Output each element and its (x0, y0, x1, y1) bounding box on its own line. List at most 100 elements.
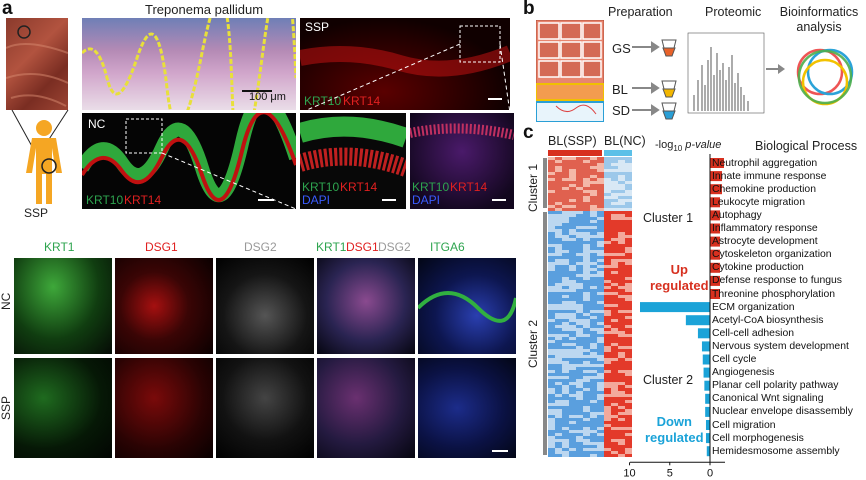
heatmap-cell (611, 262, 618, 265)
header-itga6: ITGA6 (430, 240, 465, 254)
heatmap-cell (597, 403, 604, 406)
header-merge-dsg1: DSG1 (346, 240, 379, 254)
down-bar (705, 433, 710, 444)
heatmap-cell (576, 280, 583, 283)
heatmap-cell (590, 253, 597, 256)
heatmap-cell (576, 244, 583, 247)
heatmap-cell (604, 283, 611, 286)
heatmap-cell (576, 370, 583, 373)
heatmap-cell (555, 259, 562, 262)
heatmap-cell (569, 400, 576, 403)
heatmap-cell (562, 274, 569, 277)
cluster1-bar (543, 158, 547, 208)
heatmap-cell (604, 337, 611, 340)
heatmap-cell (569, 385, 576, 388)
heatmap-cell (569, 415, 576, 418)
heatmap-cell (555, 316, 562, 319)
heatmap-cell (590, 304, 597, 307)
heatmap-cell (597, 316, 604, 319)
heatmap-cell (625, 229, 632, 232)
heatmap-cell (590, 355, 597, 358)
heatmap-cell (625, 319, 632, 322)
heatmap-cell (562, 406, 569, 409)
heatmap-cell (576, 202, 583, 205)
process-label: Nervous system development (712, 340, 849, 352)
heatmap-cell (597, 283, 604, 286)
heatmap-cell (611, 178, 618, 181)
heatmap-cell (604, 157, 611, 160)
nc-krt14-label: KRT14 (124, 193, 162, 207)
heatmap-cell (548, 412, 555, 415)
heatmap-cell (569, 424, 576, 427)
heatmap-cell (562, 388, 569, 391)
heatmap-cell (604, 316, 611, 319)
heatmap-cell (618, 328, 625, 331)
heatmap-cell (611, 412, 618, 415)
heatmap-cell (583, 184, 590, 187)
ssp-dsg2-image (216, 358, 314, 458)
axis-title-sub: 10 (673, 144, 683, 154)
heatmap-cell (590, 373, 597, 376)
heatmap-cell (604, 427, 611, 430)
heatmap-cell (548, 331, 555, 334)
heatmap-cell (590, 376, 597, 379)
sample-bl: BL (612, 82, 628, 97)
heatmap-cell (597, 166, 604, 169)
heatmap-cell (611, 403, 618, 406)
heatmap-cell (604, 229, 611, 232)
heatmap-cell (576, 415, 583, 418)
heatmap-cell (576, 232, 583, 235)
heatmap-cell (625, 310, 632, 313)
heatmap-cell (618, 376, 625, 379)
heatmap-cell (562, 301, 569, 304)
heatmap-cell (576, 253, 583, 256)
heatmap-cell (604, 373, 611, 376)
heatmap-cell (562, 325, 569, 328)
ssp-closeup-image (410, 113, 514, 209)
heatmap-cell (548, 343, 555, 346)
heatmap-cell (618, 226, 625, 229)
heatmap-cell (625, 295, 632, 298)
heatmap-cell (562, 244, 569, 247)
heatmap-cell (576, 382, 583, 385)
process-label: Astrocyte development (712, 236, 818, 248)
heatmap-cell (569, 223, 576, 226)
heatmap-cell (618, 337, 625, 340)
tissue-photo (6, 18, 68, 110)
heatmap-cell (611, 202, 618, 205)
heatmap-cell (548, 193, 555, 196)
heatmap-cell (625, 406, 632, 409)
heatmap-cell (548, 217, 555, 220)
heatmap-cell (625, 400, 632, 403)
heatmap-cell (569, 298, 576, 301)
heatmap-cell (611, 373, 618, 376)
heatmap-cell (625, 412, 632, 415)
heatmap-cell (604, 448, 611, 451)
heatmap-cell (590, 196, 597, 199)
ssp-krt1-image (14, 358, 112, 458)
nc-itga6-image (418, 258, 516, 354)
down-bar (705, 420, 710, 430)
heatmap-cell (625, 202, 632, 205)
heatmap-cell (590, 427, 597, 430)
heatmap-cell (618, 292, 625, 295)
heatmap-cell (583, 334, 590, 337)
heatmap-cell (618, 364, 625, 367)
heatmap-cell (590, 259, 597, 262)
heatmap-cell (548, 394, 555, 397)
heatmap-cell (590, 247, 597, 250)
heatmap-cell (562, 253, 569, 256)
heatmap-cell (548, 229, 555, 232)
heatmap-cell (611, 451, 618, 454)
heatmap-cell (611, 430, 618, 433)
heatmap-cell (569, 301, 576, 304)
down-bar (706, 446, 710, 457)
heatmap-cell (583, 208, 590, 211)
heatmap-cell (625, 169, 632, 172)
header-krt1: KRT1 (44, 240, 75, 254)
heatmap-cell (611, 250, 618, 253)
heatmap-cell (590, 157, 597, 160)
heatmap-cell (583, 430, 590, 433)
heatmap-cell (576, 367, 583, 370)
ssp-closeup-texture (410, 123, 514, 201)
